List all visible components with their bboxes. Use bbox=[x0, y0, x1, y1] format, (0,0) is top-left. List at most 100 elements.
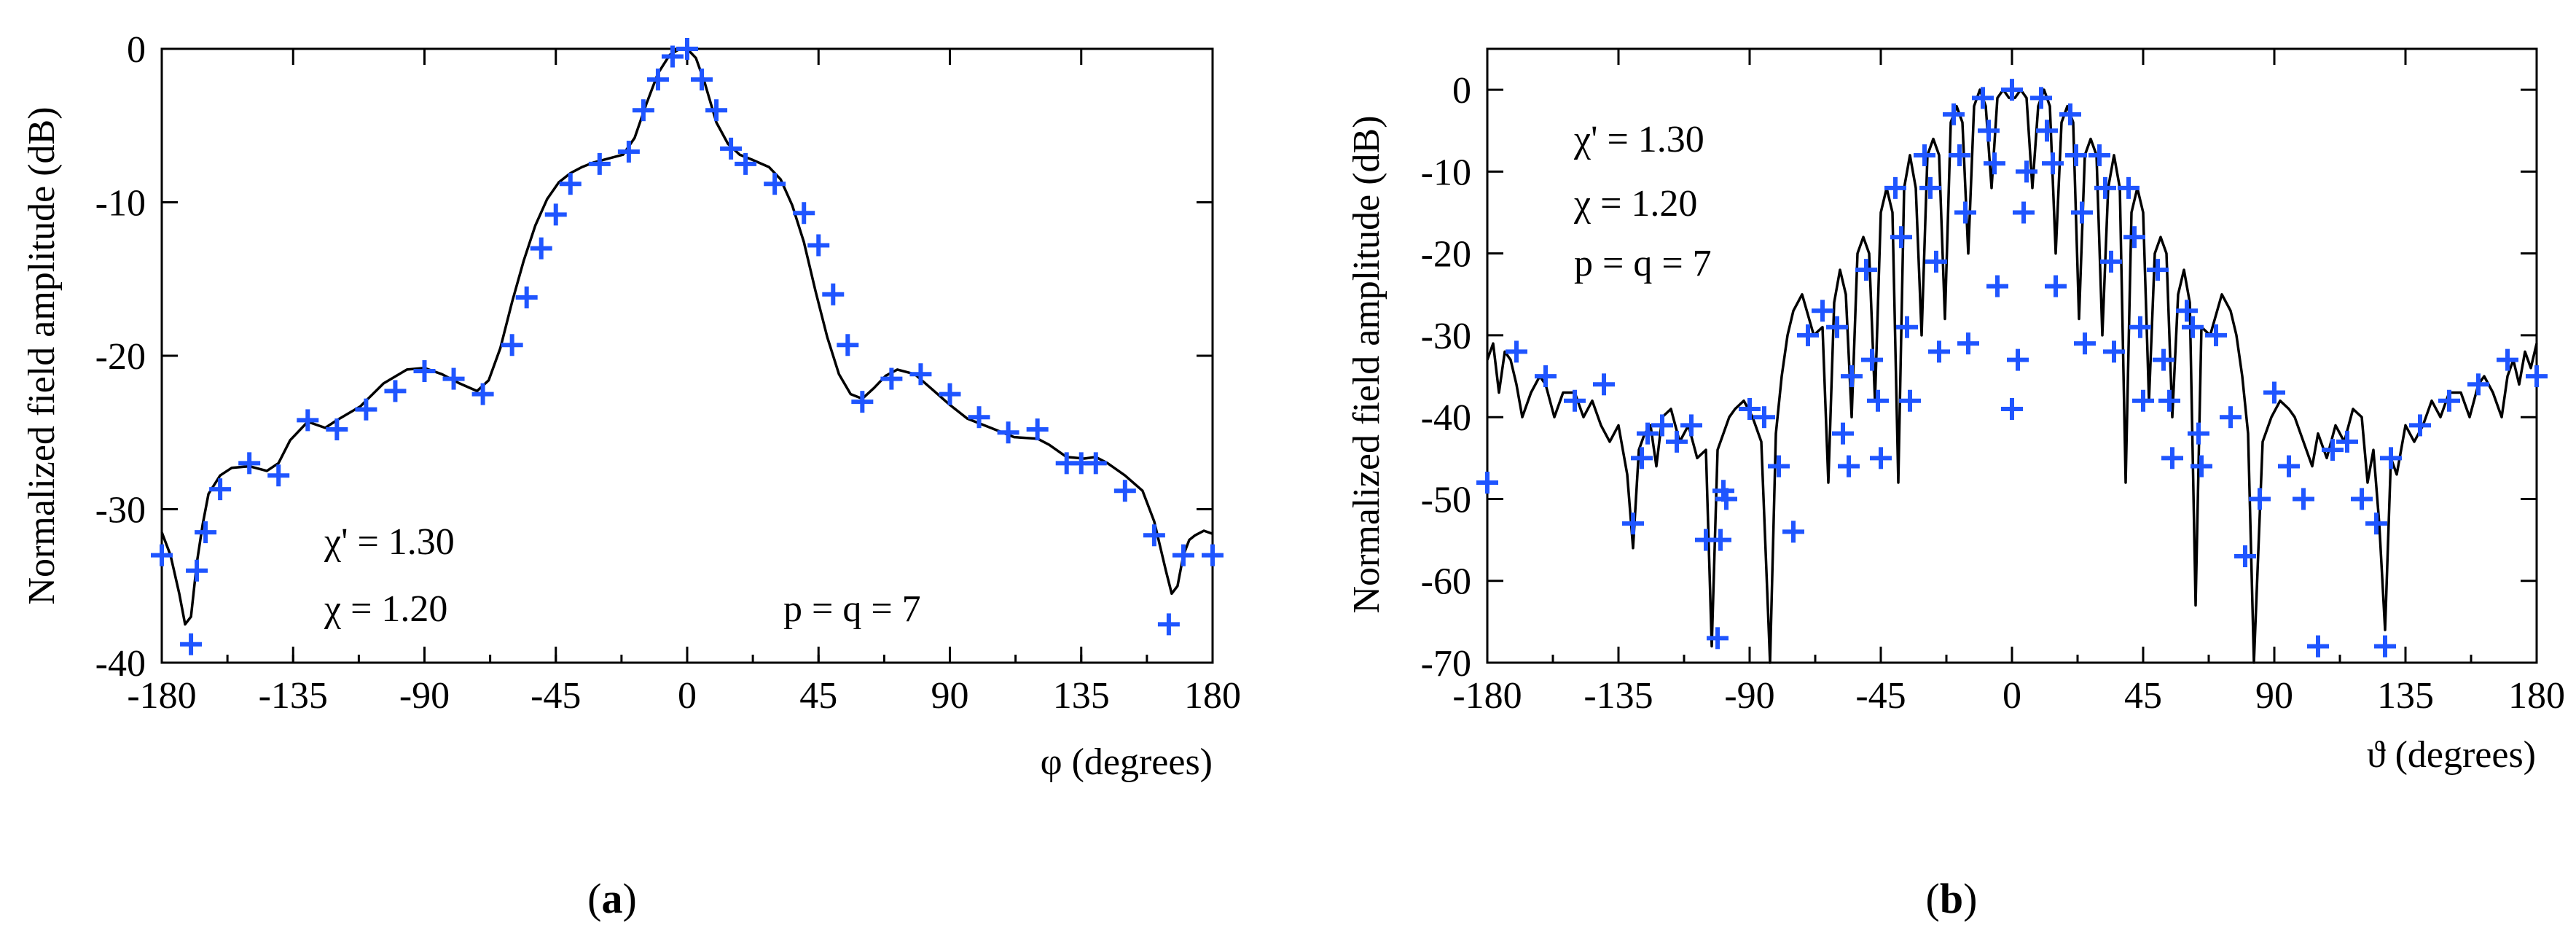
b-y-axis-label: Normalized field amplitude (dB) bbox=[1346, 115, 1387, 613]
a-measured-point bbox=[297, 409, 319, 432]
b-measured-point bbox=[1870, 447, 1892, 469]
b-x-tick-label: 45 bbox=[2124, 675, 2162, 717]
b-measured-point bbox=[2293, 488, 2314, 510]
b-measured-point bbox=[2380, 447, 2402, 469]
b-tick-marks bbox=[1486, 49, 2538, 664]
b-measured-point bbox=[1826, 316, 1848, 338]
b-measured-point bbox=[2088, 144, 2110, 166]
b-y-tick-labels: 0 -10 -20 -30 -40 -50 -60 -70 bbox=[1421, 70, 1471, 685]
a-y-tick-label: -40 bbox=[95, 643, 146, 685]
b-measured-point bbox=[1680, 414, 1702, 437]
b-measured-point bbox=[2103, 340, 2125, 363]
a-caption-close: ) bbox=[623, 875, 637, 922]
b-measured-point bbox=[2205, 324, 2227, 346]
b-measured-point bbox=[2042, 152, 2064, 175]
b-x-tick-label: 135 bbox=[2377, 675, 2434, 717]
panel-a: -180 -135 -90 -45 0 45 90 135 180 0-10-20-30-40 … bbox=[21, 29, 1241, 922]
b-x-tick-label: 90 bbox=[2255, 675, 2293, 717]
a-x-tick-label: -180 bbox=[127, 675, 196, 717]
b-measured-point bbox=[1986, 275, 2008, 297]
b-measured-point bbox=[2158, 389, 2180, 412]
b-measured-point bbox=[1867, 389, 1889, 412]
a-measured-point bbox=[588, 152, 611, 175]
b-measured-point bbox=[2438, 389, 2460, 412]
b-measured-point bbox=[2030, 87, 2052, 109]
b-computed-curve bbox=[1486, 88, 2538, 664]
a-tick-marks bbox=[160, 47, 1214, 664]
a-plot-frame bbox=[160, 47, 1214, 664]
b-measured-point bbox=[2001, 397, 2023, 420]
b-measured-point bbox=[1622, 513, 1644, 535]
b-measured-point bbox=[1896, 316, 1918, 338]
b-measured-point bbox=[2071, 201, 2093, 224]
b-x-tick-label: -135 bbox=[1583, 675, 1653, 717]
a-y-axis-label: Normalized field amplitude (dB) bbox=[21, 106, 63, 604]
a-measured-point bbox=[326, 418, 348, 441]
b-measured-point bbox=[2322, 439, 2344, 461]
b-measured-point bbox=[1984, 152, 2005, 175]
a-measured-point bbox=[559, 173, 582, 195]
a-x-tick-label: 0 bbox=[678, 675, 697, 717]
b-measured-point bbox=[1564, 389, 1586, 412]
b-y-tick-label: -50 bbox=[1421, 479, 1471, 521]
b-measured-point bbox=[1739, 397, 1761, 420]
a-measured-point bbox=[1026, 418, 1049, 441]
b-measured-point bbox=[2118, 176, 2140, 199]
b-measured-point bbox=[1651, 414, 1673, 437]
a-caption-open: ( bbox=[587, 875, 601, 922]
a-x-tick-label: 90 bbox=[931, 675, 969, 717]
b-measured-point bbox=[2234, 545, 2256, 568]
a-measured-point bbox=[530, 237, 552, 260]
a-computed-curve bbox=[160, 47, 1213, 626]
b-y-tick-label: -40 bbox=[1421, 397, 1471, 439]
b-measured-point bbox=[1919, 176, 1941, 199]
b-measured-point bbox=[2307, 635, 2329, 658]
panel-b: -180 -135 -90 -45 0 45 90 135 180 0 -10 -20 -30 -40 -… bbox=[1346, 47, 2565, 922]
b-measured-point bbox=[2409, 414, 2431, 437]
b-measured-point bbox=[2153, 348, 2174, 371]
a-measured-point bbox=[209, 478, 232, 501]
a-y-tick-label: -20 bbox=[95, 336, 146, 378]
a-measured-point bbox=[939, 383, 961, 405]
b-measured-point bbox=[2100, 250, 2122, 273]
a-measured-point bbox=[632, 99, 654, 122]
a-measured-point bbox=[691, 69, 713, 91]
a-measured-point bbox=[515, 287, 538, 309]
b-measured-point bbox=[1914, 144, 1935, 166]
a-measured-point bbox=[705, 99, 728, 122]
b-measured-point bbox=[2147, 259, 2169, 281]
a-measured-point bbox=[501, 334, 523, 356]
a-y-tick-label: 0 bbox=[127, 29, 146, 71]
b-measured-point bbox=[2161, 447, 2183, 469]
b-annotation-chi: χ = 1.20 bbox=[1573, 183, 1697, 225]
b-measured-point bbox=[2176, 300, 2198, 322]
b-annotation-pq: p = q = 7 bbox=[1574, 243, 1712, 284]
a-x-tick-label: 45 bbox=[799, 675, 837, 717]
b-measured-point bbox=[2263, 381, 2285, 404]
b-measured-point bbox=[2001, 79, 2023, 101]
a-measured-point bbox=[822, 283, 845, 305]
b-measured-point bbox=[2220, 406, 2242, 429]
a-measured-point bbox=[384, 380, 407, 402]
a-measured-point bbox=[661, 45, 684, 68]
b-measured-point bbox=[1855, 259, 1877, 281]
a-x-axis-label: φ (degrees) bbox=[1041, 741, 1213, 783]
a-measured-markers bbox=[151, 38, 1224, 655]
b-measured-point bbox=[2374, 635, 2396, 658]
a-measured-point bbox=[997, 421, 1019, 444]
b-measured-point bbox=[2007, 348, 2029, 371]
b-measured-point bbox=[1972, 87, 1994, 109]
b-measured-point bbox=[2497, 348, 2518, 371]
a-annotation-pq: p = q = 7 bbox=[783, 588, 921, 630]
a-measured-point bbox=[764, 173, 786, 195]
a-measured-point bbox=[807, 234, 830, 257]
b-measured-point bbox=[2065, 144, 2087, 166]
a-measured-point bbox=[735, 152, 757, 175]
b-measured-point bbox=[2278, 455, 2300, 478]
b-x-tick-labels: -180 -135 -90 -45 0 45 90 135 180 bbox=[1452, 675, 2565, 717]
b-measured-point bbox=[1753, 406, 1775, 429]
b-measured-point bbox=[2094, 176, 2116, 199]
a-measured-point bbox=[195, 521, 217, 544]
b-measured-point bbox=[1666, 430, 1688, 453]
